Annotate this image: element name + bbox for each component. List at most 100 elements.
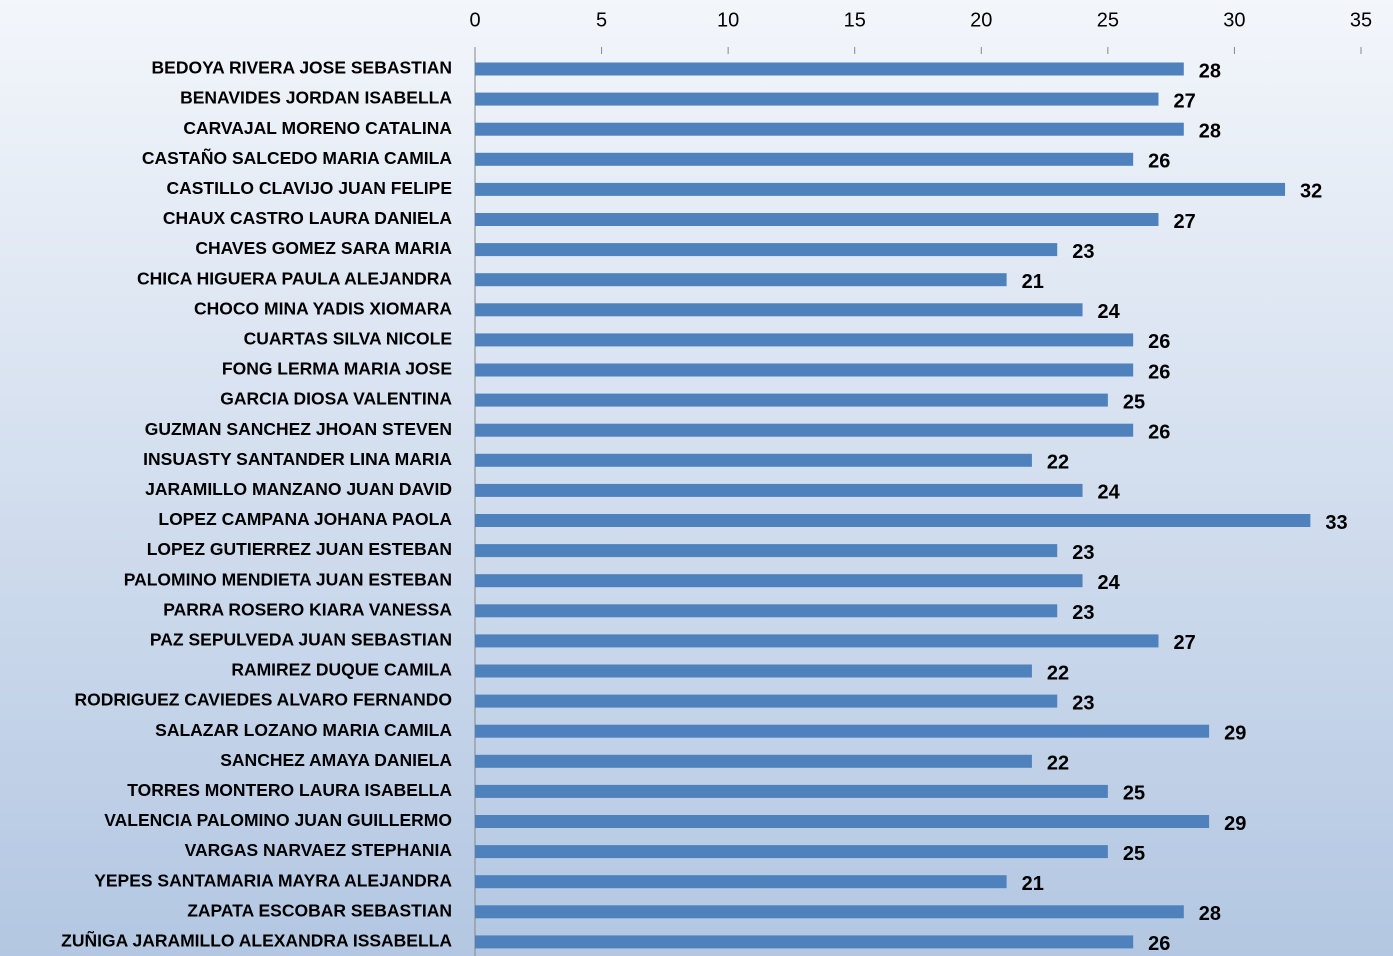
value-label: 27: [1173, 632, 1195, 654]
category-label: TORRES MONTERO LAURA ISABELLA: [127, 780, 452, 800]
category-label: FONG LERMA MARIA JOSE: [222, 359, 452, 379]
value-label: 24: [1098, 301, 1121, 323]
value-label: 22: [1047, 662, 1069, 684]
category-label: CHOCO MINA YADIS XIOMARA: [194, 298, 452, 318]
x-tick-label: 20: [970, 9, 992, 31]
category-label: CARVAJAL MORENO CATALINA: [183, 118, 452, 138]
value-label: 22: [1047, 452, 1069, 474]
bar: [475, 423, 1134, 437]
bar: [475, 453, 1032, 467]
x-tick-label: 10: [717, 9, 739, 31]
value-label: 27: [1173, 90, 1195, 112]
category-label: PAZ SEPULVEDA JUAN SEBASTIAN: [150, 630, 452, 650]
bar: [475, 604, 1058, 618]
category-label: CHAVES GOMEZ SARA MARIA: [195, 238, 452, 258]
value-label: 25: [1123, 843, 1145, 865]
category-label: CASTAÑO SALCEDO MARIA CAMILA: [142, 147, 452, 168]
bar: [475, 62, 1184, 76]
bar: [475, 694, 1058, 708]
bar: [475, 574, 1083, 588]
bar: [475, 905, 1184, 919]
category-label: LOPEZ CAMPANA JOHANA PAOLA: [158, 509, 452, 529]
value-label: 26: [1148, 331, 1170, 353]
category-label: YEPES SANTAMARIA MAYRA ALEJANDRA: [94, 870, 452, 890]
bar: [475, 122, 1184, 136]
value-label: 23: [1072, 602, 1094, 624]
category-label: RAMIREZ DUQUE CAMILA: [231, 660, 452, 680]
value-label: 29: [1224, 813, 1246, 835]
category-label: GUZMAN SANCHEZ JHOAN STEVEN: [145, 419, 452, 439]
value-label: 26: [1148, 151, 1170, 173]
category-label: BEDOYA RIVERA JOSE SEBASTIAN: [152, 58, 452, 78]
value-label: 25: [1123, 391, 1145, 413]
category-label: ZUÑIGA JARAMILLO ALEXANDRA ISSABELLA: [61, 930, 452, 951]
category-label: PARRA ROSERO KIARA VANESSA: [163, 599, 452, 619]
bar: [475, 333, 1134, 347]
bar: [475, 92, 1159, 106]
bar: [475, 724, 1210, 738]
x-tick-label: 35: [1350, 9, 1372, 31]
value-label: 28: [1199, 120, 1221, 142]
value-label: 26: [1148, 933, 1170, 955]
bar: [475, 363, 1134, 377]
bar: [475, 935, 1134, 949]
value-label: 25: [1123, 783, 1145, 805]
value-label: 28: [1199, 903, 1221, 925]
value-label: 27: [1173, 211, 1195, 233]
value-label: 24: [1098, 482, 1121, 504]
bar: [475, 754, 1032, 768]
category-label: CUARTAS SILVA NICOLE: [244, 329, 452, 349]
value-label: 21: [1022, 271, 1044, 293]
value-label: 24: [1098, 572, 1121, 594]
x-tick-label: 25: [1097, 9, 1119, 31]
value-label: 26: [1148, 361, 1170, 383]
bar: [475, 784, 1108, 798]
bar: [475, 875, 1007, 889]
category-label: JARAMILLO MANZANO JUAN DAVID: [145, 479, 452, 499]
category-label: RODRIGUEZ CAVIEDES ALVARO FERNANDO: [74, 690, 452, 710]
bar: [475, 213, 1159, 226]
category-label: SALAZAR LOZANO MARIA CAMILA: [155, 720, 452, 740]
bar: [475, 273, 1007, 287]
category-label: VARGAS NARVAEZ STEPHANIA: [185, 840, 453, 860]
x-tick-label: 30: [1223, 9, 1245, 31]
bar: [475, 664, 1032, 678]
bar: [475, 815, 1210, 828]
value-label: 26: [1148, 421, 1170, 443]
value-label: 21: [1022, 873, 1044, 895]
value-label: 22: [1047, 753, 1069, 775]
value-label: 23: [1072, 692, 1094, 714]
x-tick-label: 5: [596, 9, 607, 31]
category-label: CHAUX CASTRO LAURA DANIELA: [163, 208, 452, 228]
category-label: CHICA HIGUERA PAULA ALEJANDRA: [137, 268, 452, 288]
category-label: BENAVIDES JORDAN ISABELLA: [180, 88, 452, 108]
x-tick-label: 15: [844, 9, 866, 31]
bar: [475, 845, 1108, 859]
category-label: GARCIA DIOSA VALENTINA: [220, 389, 452, 409]
x-tick-label: 0: [469, 9, 480, 31]
bar: [475, 393, 1108, 407]
category-label: LOPEZ GUTIERREZ JUAN ESTEBAN: [147, 539, 452, 559]
value-label: 32: [1300, 181, 1322, 203]
category-label: INSUASTY SANTANDER LINA MARIA: [143, 449, 452, 469]
value-label: 23: [1072, 241, 1094, 263]
category-label: CASTILLO CLAVIJO JUAN FELIPE: [166, 178, 452, 198]
value-label: 33: [1325, 512, 1347, 534]
category-label: SANCHEZ AMAYA DANIELA: [220, 750, 452, 770]
bar: [475, 544, 1058, 558]
category-label: PALOMINO MENDIETA JUAN ESTEBAN: [124, 569, 452, 589]
category-label: ZAPATA ESCOBAR SEBASTIAN: [187, 900, 452, 920]
value-label: 28: [1199, 60, 1221, 82]
bar: [475, 182, 1286, 196]
bar: [475, 514, 1311, 527]
bar: [475, 243, 1058, 257]
category-label: VALENCIA PALOMINO JUAN GUILLERMO: [104, 810, 452, 830]
bar: [475, 303, 1083, 317]
bar: [475, 152, 1134, 166]
value-label: 29: [1224, 722, 1246, 744]
value-label: 23: [1072, 542, 1094, 564]
bar: [475, 634, 1159, 648]
bar: [475, 483, 1083, 497]
